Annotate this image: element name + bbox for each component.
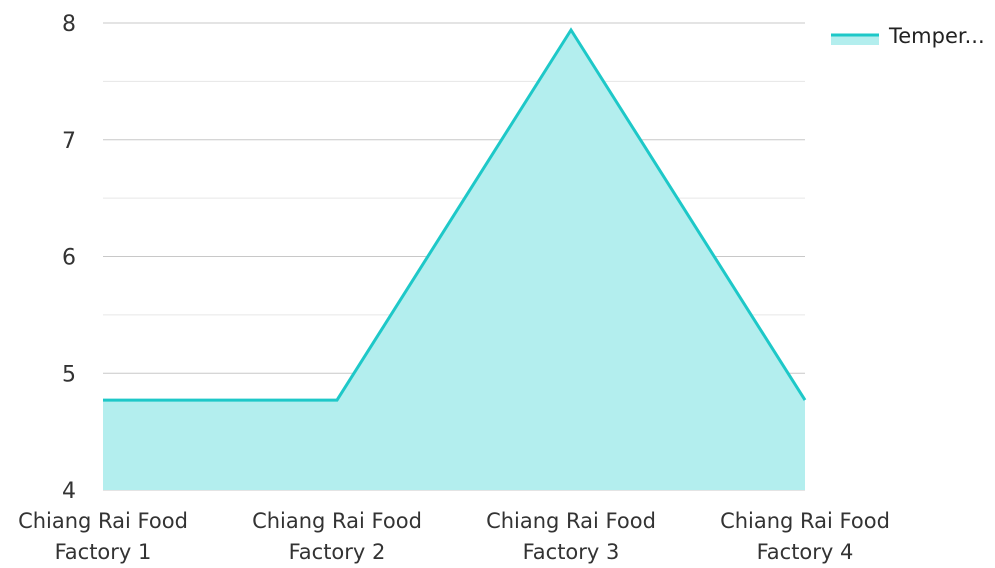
series-area-fill (103, 30, 805, 490)
y-tick-label: 8 (62, 12, 76, 37)
y-tick-label: 6 (62, 246, 76, 271)
legend-label[interactable]: Temper... (888, 24, 985, 48)
y-tick-label: 5 (62, 362, 76, 387)
plot-area (103, 30, 805, 490)
y-axis: 4 5 6 7 8 (62, 12, 76, 504)
legend[interactable]: Temper... (831, 24, 985, 48)
y-tick-label: 7 (62, 129, 76, 154)
y-tick-label: 4 (62, 479, 76, 504)
